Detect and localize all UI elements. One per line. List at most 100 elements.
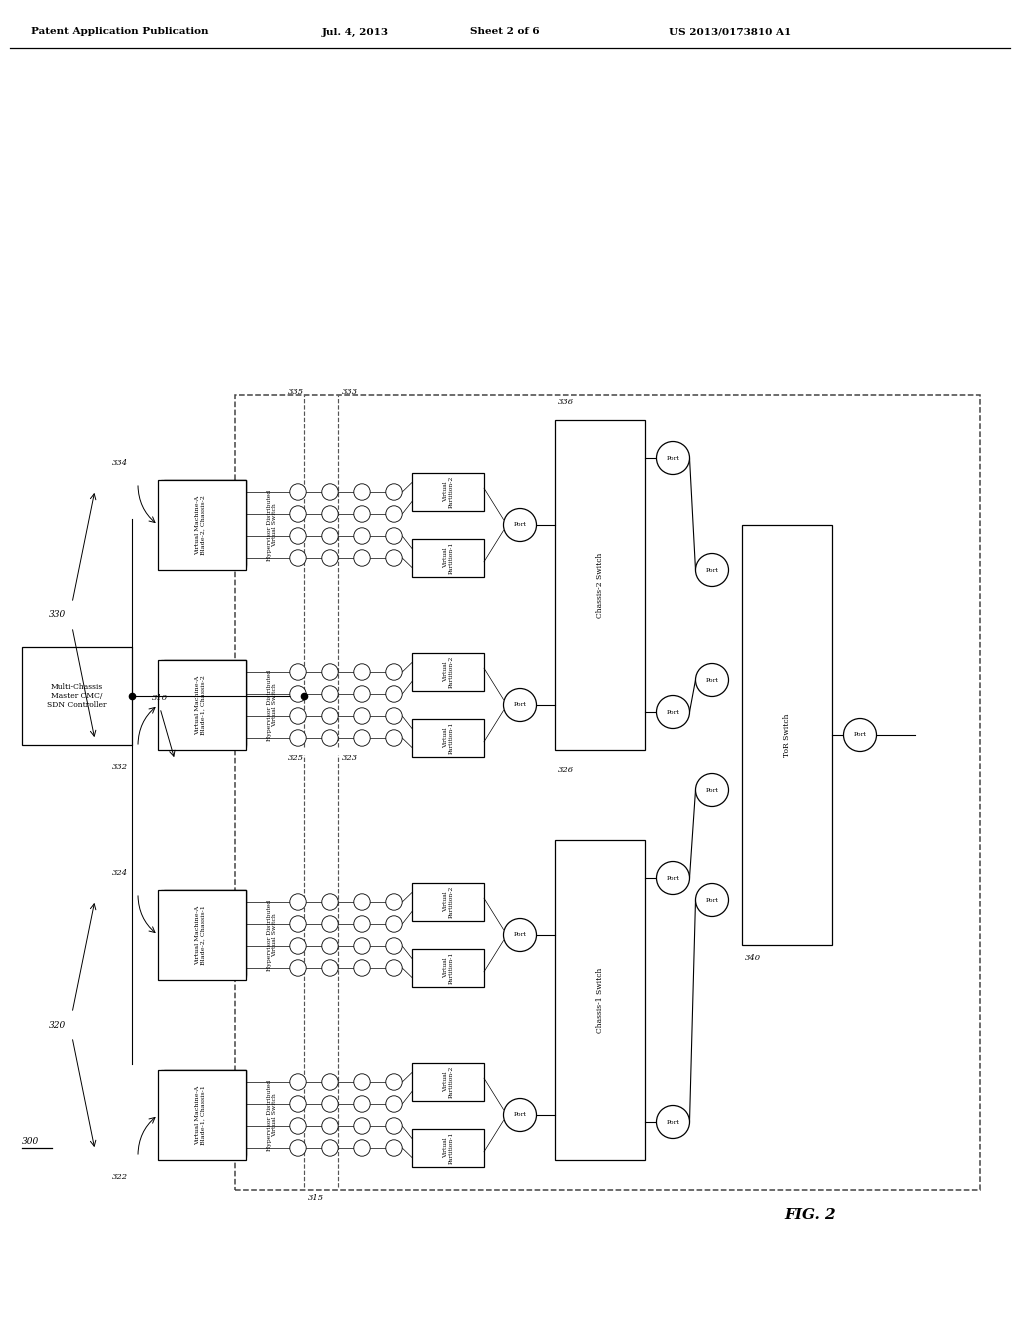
Circle shape bbox=[504, 919, 537, 952]
Circle shape bbox=[290, 730, 306, 746]
Circle shape bbox=[386, 708, 402, 725]
FancyBboxPatch shape bbox=[412, 1063, 484, 1101]
FancyBboxPatch shape bbox=[161, 890, 246, 977]
Text: 332: 332 bbox=[112, 763, 128, 771]
Circle shape bbox=[656, 441, 689, 474]
Circle shape bbox=[386, 664, 402, 680]
Circle shape bbox=[290, 664, 306, 680]
Circle shape bbox=[695, 553, 728, 586]
Circle shape bbox=[386, 686, 402, 702]
Text: Sheet 2 of 6: Sheet 2 of 6 bbox=[470, 28, 540, 37]
Circle shape bbox=[322, 1096, 338, 1113]
Text: Chassis-1 Switch: Chassis-1 Switch bbox=[596, 968, 604, 1032]
Text: ToR Switch: ToR Switch bbox=[783, 713, 791, 756]
Circle shape bbox=[354, 1073, 371, 1090]
Text: Virtual Machine-A
Blade-2, Chassis-2: Virtual Machine-A Blade-2, Chassis-2 bbox=[195, 495, 206, 554]
Circle shape bbox=[290, 484, 306, 500]
Text: 310: 310 bbox=[152, 694, 168, 702]
Circle shape bbox=[354, 550, 371, 566]
Text: Hypervisor Distributed
Virtual Switch: Hypervisor Distributed Virtual Switch bbox=[266, 490, 278, 561]
Circle shape bbox=[322, 550, 338, 566]
Circle shape bbox=[354, 506, 371, 523]
Circle shape bbox=[290, 916, 306, 932]
Circle shape bbox=[504, 508, 537, 541]
Text: 320: 320 bbox=[49, 1020, 67, 1030]
Text: Virtual
Partition-2: Virtual Partition-2 bbox=[442, 886, 454, 919]
Text: Port: Port bbox=[706, 898, 719, 903]
Text: Port: Port bbox=[706, 788, 719, 792]
Text: 333: 333 bbox=[342, 388, 358, 396]
Circle shape bbox=[695, 774, 728, 807]
Text: 340: 340 bbox=[745, 954, 761, 962]
Circle shape bbox=[354, 664, 371, 680]
Circle shape bbox=[354, 686, 371, 702]
Circle shape bbox=[322, 894, 338, 911]
Text: 300: 300 bbox=[22, 1138, 39, 1147]
Text: Patent Application Publication: Patent Application Publication bbox=[32, 28, 209, 37]
Text: 330: 330 bbox=[49, 610, 67, 619]
FancyBboxPatch shape bbox=[742, 525, 831, 945]
Text: Port: Port bbox=[513, 702, 526, 708]
FancyBboxPatch shape bbox=[555, 840, 645, 1160]
Circle shape bbox=[354, 937, 371, 954]
Text: Virtual Machine-A
Blade-2, Chassis-1: Virtual Machine-A Blade-2, Chassis-1 bbox=[195, 906, 206, 965]
Circle shape bbox=[386, 1073, 402, 1090]
Text: Port: Port bbox=[667, 455, 680, 461]
Circle shape bbox=[656, 1106, 689, 1138]
Circle shape bbox=[322, 916, 338, 932]
FancyBboxPatch shape bbox=[158, 660, 246, 750]
Text: 335: 335 bbox=[288, 388, 304, 396]
Text: 322: 322 bbox=[112, 1173, 128, 1181]
Circle shape bbox=[322, 506, 338, 523]
Circle shape bbox=[386, 1139, 402, 1156]
Circle shape bbox=[290, 550, 306, 566]
Text: 323: 323 bbox=[342, 754, 358, 762]
Circle shape bbox=[290, 506, 306, 523]
Circle shape bbox=[322, 730, 338, 746]
Circle shape bbox=[386, 894, 402, 911]
Circle shape bbox=[322, 1118, 338, 1134]
Circle shape bbox=[386, 1096, 402, 1113]
Circle shape bbox=[386, 528, 402, 544]
Circle shape bbox=[386, 937, 402, 954]
Circle shape bbox=[844, 718, 877, 751]
Circle shape bbox=[322, 960, 338, 977]
Circle shape bbox=[354, 1096, 371, 1113]
Circle shape bbox=[656, 696, 689, 729]
Circle shape bbox=[695, 664, 728, 697]
Circle shape bbox=[354, 960, 371, 977]
FancyBboxPatch shape bbox=[164, 1071, 246, 1155]
Circle shape bbox=[322, 528, 338, 544]
FancyBboxPatch shape bbox=[158, 480, 246, 570]
Text: Virtual Machine-A
Blade-1, Chassis-1: Virtual Machine-A Blade-1, Chassis-1 bbox=[195, 1085, 206, 1144]
Text: Virtual Machine-A
Blade-1, Chassis-2: Virtual Machine-A Blade-1, Chassis-2 bbox=[195, 675, 206, 735]
Text: Jul. 4, 2013: Jul. 4, 2013 bbox=[322, 28, 388, 37]
Circle shape bbox=[322, 1139, 338, 1156]
Text: Virtual
Partition-1: Virtual Partition-1 bbox=[442, 543, 454, 574]
Circle shape bbox=[290, 686, 306, 702]
Text: Virtual
Partition-2: Virtual Partition-2 bbox=[442, 656, 454, 688]
Circle shape bbox=[354, 1118, 371, 1134]
Circle shape bbox=[290, 1096, 306, 1113]
Text: Port: Port bbox=[513, 523, 526, 528]
Circle shape bbox=[386, 484, 402, 500]
Circle shape bbox=[322, 708, 338, 725]
Text: 334: 334 bbox=[112, 459, 128, 467]
Circle shape bbox=[322, 937, 338, 954]
Text: Multi-Chassis
Master CMC/
SDN Controller: Multi-Chassis Master CMC/ SDN Controller bbox=[47, 682, 106, 709]
Text: Chassis-2 Switch: Chassis-2 Switch bbox=[596, 552, 604, 618]
Circle shape bbox=[322, 664, 338, 680]
Circle shape bbox=[504, 1098, 537, 1131]
Text: 325: 325 bbox=[288, 754, 304, 762]
FancyBboxPatch shape bbox=[412, 653, 484, 690]
Circle shape bbox=[354, 528, 371, 544]
Circle shape bbox=[354, 708, 371, 725]
FancyBboxPatch shape bbox=[161, 480, 246, 568]
Text: Port: Port bbox=[706, 568, 719, 573]
FancyBboxPatch shape bbox=[412, 949, 484, 987]
Text: Virtual
Partition-1: Virtual Partition-1 bbox=[442, 722, 454, 754]
Circle shape bbox=[386, 506, 402, 523]
Text: 326: 326 bbox=[558, 766, 574, 774]
Circle shape bbox=[322, 686, 338, 702]
Circle shape bbox=[290, 894, 306, 911]
